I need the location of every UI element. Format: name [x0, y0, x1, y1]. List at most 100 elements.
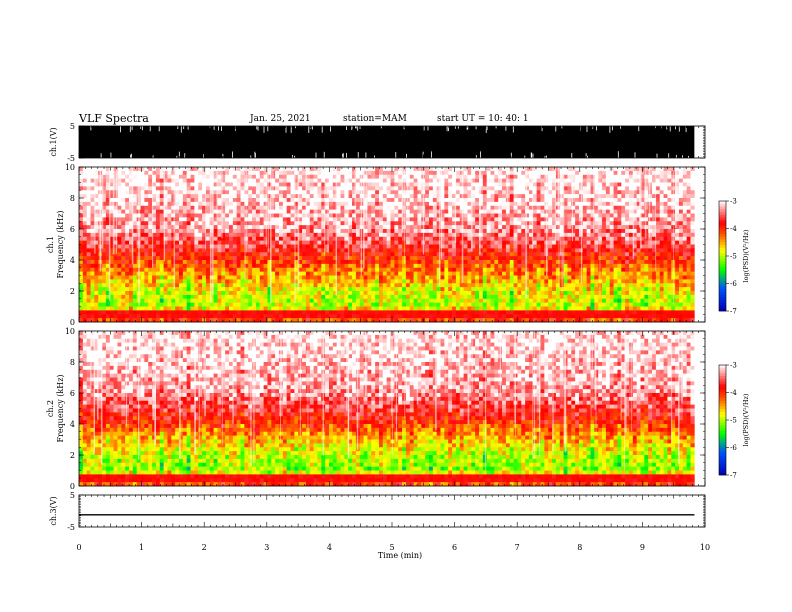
spectrogram-cell	[298, 186, 303, 191]
spectrogram-cell	[386, 198, 391, 203]
spectrogram-cell	[263, 174, 268, 179]
spectrogram-cell	[448, 182, 453, 187]
spectrogram-cell	[505, 194, 511, 199]
spectrogram-cell	[525, 178, 530, 183]
spectrogram-cell	[290, 279, 295, 284]
spectrogram-cell	[255, 248, 261, 253]
spectrogram-cell	[409, 263, 414, 269]
spectrogram-cell	[175, 260, 180, 265]
spectrogram-cell	[305, 229, 311, 234]
spectrogram-cell	[336, 229, 341, 234]
spectrogram-cell	[367, 178, 372, 183]
spectrogram-cell	[382, 182, 387, 187]
spectrogram-cell	[378, 209, 384, 214]
spectrogram-cell	[517, 302, 522, 307]
spectrogram-cell	[517, 221, 522, 226]
spectrogram-cell	[309, 318, 314, 323]
spectrogram-cell	[255, 209, 261, 214]
spectrogram-cell	[375, 186, 380, 191]
spectrogram-cell	[202, 310, 207, 315]
spectrogram-cell	[217, 221, 222, 226]
spectrogram-cell	[471, 310, 476, 315]
spectrogram-cell	[509, 209, 514, 214]
spectrogram-cell	[367, 275, 372, 280]
spectrogram-cell	[159, 263, 164, 269]
spectrogram-cell	[378, 248, 384, 253]
spectrogram-cell	[232, 279, 237, 284]
spectrogram-cell	[417, 198, 422, 203]
spectrogram-cell	[509, 232, 514, 238]
spectrogram-cell	[321, 275, 326, 280]
spectrogram-cell	[525, 167, 530, 172]
spectrogram-cell	[232, 256, 237, 261]
spectrogram-cell	[517, 310, 522, 315]
spectrogram-cell	[302, 178, 307, 183]
spectrogram-cell	[367, 271, 372, 276]
spectrogram-cell	[517, 209, 522, 214]
spectrogram-cell	[267, 318, 272, 323]
spectrogram-cell	[125, 298, 130, 303]
spectrogram-cell	[555, 279, 561, 284]
spectrogram-cell	[294, 271, 299, 276]
spectrogram-cell	[463, 271, 468, 276]
spectrogram-cell	[255, 314, 261, 319]
spectrogram-cell	[317, 167, 322, 172]
spectrogram-cell	[521, 167, 526, 172]
spectrogram-cell	[186, 279, 191, 284]
spectrogram-cell	[102, 225, 107, 230]
spectrogram-cell	[340, 283, 345, 288]
spectrogram-cell	[290, 318, 295, 323]
spectrogram-cell	[432, 271, 437, 276]
spectrogram-cell	[375, 318, 380, 323]
spectrogram-cell	[540, 252, 545, 257]
spectrogram-cell	[536, 221, 541, 226]
spectrogram-cell	[171, 209, 176, 214]
spectrogram-cell	[278, 205, 284, 210]
spectrogram-cell	[282, 294, 287, 300]
spectrogram-cell	[405, 318, 411, 323]
spectrogram-cell	[267, 170, 272, 176]
spectrogram-cell	[359, 291, 364, 296]
spectrogram-cell	[513, 318, 518, 323]
spectrogram-cell	[125, 170, 130, 176]
spectrogram-cell	[455, 236, 461, 241]
spectrogram-cell	[244, 252, 249, 257]
spectrogram-cell	[540, 283, 545, 288]
spectrogram-cell	[290, 291, 295, 296]
spectrogram-cell	[363, 294, 368, 300]
spectrogram-cell	[509, 244, 514, 249]
spectrogram-cell	[490, 201, 495, 207]
spectrogram-cell	[509, 217, 514, 222]
spectrogram-cell	[486, 240, 491, 245]
spectrogram-cell	[305, 283, 311, 288]
spectrogram-cell	[302, 190, 307, 195]
spectrogram-cell	[240, 256, 245, 261]
spectrogram-cell	[355, 256, 361, 261]
spectrogram-cell	[486, 314, 491, 319]
spectrogram-cell	[352, 248, 357, 253]
spectrogram-cell	[321, 252, 326, 257]
spectrogram-cell	[498, 287, 503, 292]
spectrogram-cell	[298, 229, 303, 234]
spectrogram-cell	[140, 256, 145, 261]
spectrogram-cell	[513, 260, 518, 265]
spectrogram-cell	[417, 209, 422, 214]
spectrogram-cell	[502, 182, 507, 187]
spectrogram-cell	[363, 275, 368, 280]
spectrogram-cell	[321, 190, 326, 195]
spectrogram-cell	[378, 275, 384, 280]
spectrogram-cell	[171, 248, 176, 253]
spectrogram-cell	[317, 275, 322, 280]
spectrogram-cell	[129, 291, 134, 296]
spectrogram-cell	[428, 217, 434, 222]
spectrogram-cell	[448, 167, 453, 172]
spectrogram-cell	[136, 314, 141, 319]
spectrogram-cell	[452, 170, 457, 176]
spectrogram-cell	[79, 283, 84, 288]
spectrogram-cell	[182, 287, 187, 292]
spectrogram-cell	[348, 236, 353, 241]
spectrogram-cell	[452, 287, 457, 292]
spectrogram-cell	[94, 190, 99, 195]
spectrogram-cell	[467, 225, 472, 230]
spectrogram-cell	[275, 291, 280, 296]
